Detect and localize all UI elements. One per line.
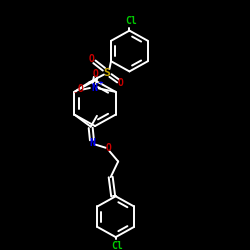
Text: O: O: [78, 84, 84, 94]
Text: O: O: [93, 69, 98, 79]
Text: N: N: [89, 138, 95, 148]
Text: Cl: Cl: [125, 16, 136, 26]
Text: +: +: [97, 80, 103, 86]
Text: S: S: [104, 68, 110, 78]
Text: O: O: [89, 54, 95, 64]
Text: O: O: [118, 78, 124, 88]
Text: Cl: Cl: [111, 241, 123, 250]
Text: O: O: [105, 143, 111, 153]
Text: -: -: [74, 88, 76, 97]
Text: N: N: [92, 82, 97, 92]
